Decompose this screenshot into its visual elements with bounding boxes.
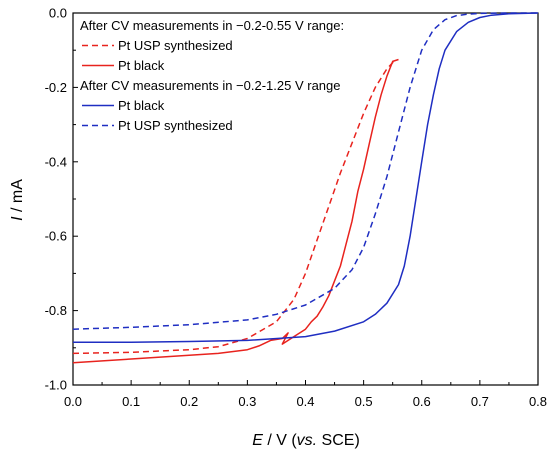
x-tick-label: 0.0: [64, 394, 82, 409]
x-tick-label: 0.8: [529, 394, 547, 409]
x-axis-label-symbol: E: [252, 432, 263, 449]
x-axis-label-ref: SCE): [317, 432, 360, 449]
y-tick-label: 0.0: [49, 6, 67, 21]
x-axis-label-vs: vs.: [297, 432, 317, 449]
y-tick-label: -0.4: [45, 154, 67, 169]
y-axis-label-symbol: I: [9, 216, 26, 221]
series-line-3: [73, 12, 539, 343]
y-tick-label: -0.2: [45, 80, 67, 95]
legend-item-label: Pt USP synthesized: [118, 38, 233, 53]
legend-heading: After CV measurements in −0.2-1.25 V ran…: [80, 78, 341, 93]
series-line-2: [72, 58, 399, 364]
x-axis-label: E / V (vs. SCE): [252, 432, 360, 449]
y-axis-label: I / mA: [9, 179, 26, 221]
x-tick-label: 0.6: [413, 394, 431, 409]
x-tick-label: 0.5: [355, 394, 373, 409]
y-tick-label: -0.8: [45, 303, 67, 318]
y-axis: 0.0 -0.2 -0.4 -0.6 -0.8 -1.0: [45, 6, 78, 393]
y-axis-label-unit: / mA: [9, 179, 26, 217]
y-tick-label: -0.6: [45, 229, 67, 244]
x-axis: 0.0 0.1 0.2 0.3 0.4 0.5 0.6 0.7 0.8: [64, 380, 547, 409]
legend-item-label: Pt black: [118, 58, 165, 73]
x-tick-label: 0.7: [471, 394, 489, 409]
legend-item-label: Pt USP synthesized: [118, 118, 233, 133]
x-tick-label: 0.4: [296, 394, 314, 409]
legend-heading: After CV measurements in −0.2-0.55 V ran…: [80, 18, 344, 33]
y-tick-label: -1.0: [45, 378, 67, 393]
x-tick-label: 0.2: [180, 394, 198, 409]
x-tick-label: 0.1: [122, 394, 140, 409]
series-line-1: [72, 58, 397, 355]
x-axis-label-unit: / V (: [263, 432, 297, 449]
legend-item-label: Pt black: [118, 98, 165, 113]
series-line-4: [72, 12, 538, 330]
series-layer: [72, 12, 539, 364]
legend: After CV measurements in −0.2-0.55 V ran…: [80, 18, 344, 133]
x-tick-label: 0.3: [238, 394, 256, 409]
